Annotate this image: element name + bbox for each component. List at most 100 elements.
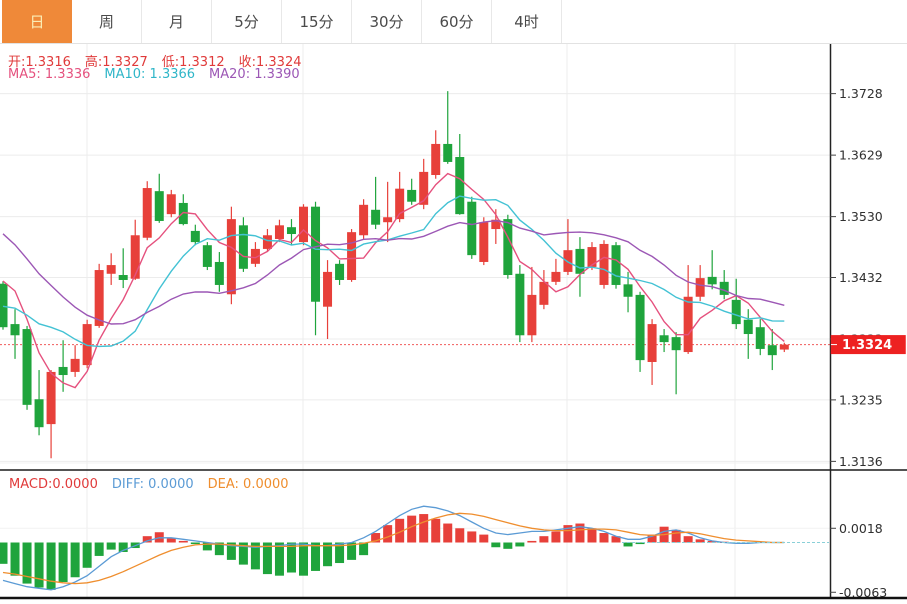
macd-bar — [695, 539, 705, 543]
candle-body — [467, 201, 477, 256]
dea-value: DEA: 0.0000 — [207, 477, 289, 492]
candle-body — [431, 143, 441, 176]
candle-body — [178, 202, 188, 225]
candle-body — [683, 296, 693, 353]
diff-value: DIFF: 0.0000 — [111, 477, 194, 492]
tab-day[interactable]: 日 — [2, 0, 72, 43]
macd-bar — [467, 531, 477, 543]
macd-bar — [383, 525, 393, 543]
candle-body — [719, 281, 729, 295]
candle-body — [635, 294, 645, 361]
macd-bar — [395, 518, 405, 543]
macd-value: MACD:0.0000 — [9, 477, 98, 492]
macd-bar — [491, 542, 501, 548]
macd-bar — [575, 523, 585, 543]
close-value: 收:1.3324 — [238, 55, 302, 70]
candle-body — [359, 204, 369, 236]
candle-body — [118, 275, 128, 280]
candle-body — [587, 247, 597, 267]
candlestick-chart-svg: 1.37281.36291.35301.34321.33331.32351.31… — [0, 44, 907, 600]
macd-bar — [563, 525, 573, 543]
macd-bar — [34, 542, 44, 588]
macd-bar — [286, 542, 296, 573]
candle-body — [82, 324, 92, 366]
macd-bar — [250, 542, 260, 570]
ma20-line — [2, 219, 785, 325]
candle-body — [299, 206, 308, 243]
ma20-value: MA20: 1.3390 — [209, 67, 300, 82]
macd-bar — [178, 540, 188, 543]
macd-bar — [299, 542, 308, 576]
candle-body — [311, 206, 321, 302]
macd-bar — [10, 542, 20, 576]
candle-body — [659, 335, 669, 343]
macd-bar — [527, 540, 537, 543]
tab-30min[interactable]: 30分 — [352, 0, 422, 43]
candle-body — [707, 276, 717, 285]
macd-bar — [0, 542, 8, 564]
candle-body — [34, 399, 44, 428]
macd-bar — [359, 542, 369, 556]
candle-body — [214, 261, 224, 285]
timeframe-tabbar: 日 周 月 5分 15分 30分 60分 4时 — [0, 0, 907, 44]
macd-bar — [611, 536, 621, 543]
candle-body — [563, 250, 573, 272]
macd-bar — [635, 542, 645, 545]
candle-body — [671, 337, 681, 351]
candle-body — [395, 188, 405, 220]
candle-body — [190, 230, 200, 243]
last-price-tag — [830, 335, 906, 355]
macd-bar — [479, 534, 489, 543]
tab-60min[interactable]: 60分 — [422, 0, 492, 43]
candle-body — [743, 319, 753, 335]
macd-bar — [407, 515, 417, 543]
price-axis-label: 1.3728 — [839, 86, 883, 101]
candle-body — [539, 281, 549, 305]
macd-bar — [419, 514, 429, 543]
ma-readout: MA5: 1.3336 MA10: 1.3366 MA20: 1.3390 — [8, 67, 314, 82]
macd-bar — [238, 542, 248, 565]
candle-body — [443, 143, 453, 162]
macd-bar — [82, 542, 92, 568]
tab-month[interactable]: 月 — [142, 0, 212, 43]
macd-bar — [515, 542, 525, 547]
candle-body — [755, 327, 765, 349]
candle-body — [202, 245, 212, 267]
candle-body — [767, 345, 777, 356]
macd-bar — [118, 542, 128, 552]
macd-bar — [587, 528, 597, 543]
candle-body — [274, 225, 284, 239]
tab-week[interactable]: 周 — [72, 0, 142, 43]
macd-bar — [311, 542, 321, 571]
tab-5min[interactable]: 5分 — [212, 0, 282, 43]
chart-surface[interactable]: 1.37281.36291.35301.34321.33331.32351.31… — [0, 44, 907, 604]
macd-bar — [166, 538, 176, 543]
candle-body — [731, 299, 741, 325]
macd-bar — [503, 542, 513, 549]
price-axis-label: 1.3629 — [839, 148, 883, 163]
candle-body — [94, 270, 104, 326]
candle-body — [383, 217, 393, 223]
candle-body — [419, 171, 429, 205]
candle-body — [130, 235, 140, 279]
candle-body — [142, 188, 152, 238]
candle-body — [10, 324, 20, 336]
macd-bar — [202, 542, 212, 551]
candle-body — [455, 156, 465, 215]
candle-body — [611, 245, 621, 285]
ma5-value: MA5: 1.3336 — [8, 67, 91, 82]
candle-body — [647, 324, 657, 362]
macd-bar — [70, 542, 80, 578]
ma5-line — [2, 172, 785, 389]
candle-body — [46, 371, 56, 425]
macd-bar — [347, 542, 357, 560]
macd-bar — [683, 536, 693, 543]
candle-body — [527, 294, 537, 336]
candle-body — [479, 222, 489, 262]
tab-4hour[interactable]: 4时 — [492, 0, 562, 43]
price-axis-label: 1.3136 — [839, 454, 883, 469]
macd-axis-label: -0.0063 — [839, 585, 887, 600]
candle-body — [226, 219, 236, 295]
tab-15min[interactable]: 15分 — [282, 0, 352, 43]
